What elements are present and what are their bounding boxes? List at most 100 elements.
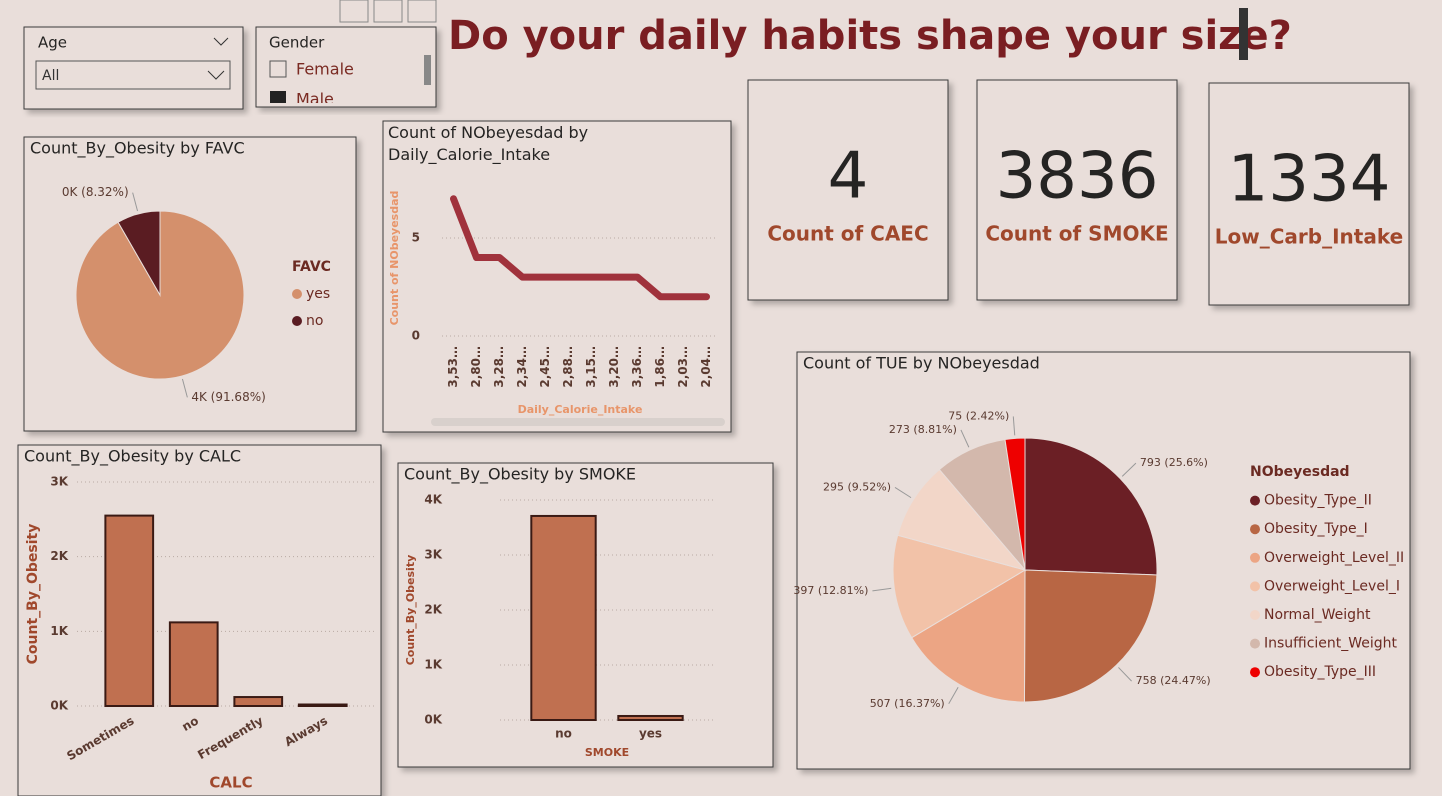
bar <box>530 514 597 722</box>
chart-title: Count_By_Obesity by CALC <box>24 447 241 467</box>
y-tick-label: 3K <box>424 548 442 562</box>
y-tick-label: 2K <box>50 549 68 563</box>
data-label: 273 (8.81%) <box>889 423 957 436</box>
page-title: Do your daily habits shape your size? <box>448 13 1292 59</box>
focus-icon[interactable] <box>373 0 403 23</box>
leader-line <box>948 687 959 705</box>
x-tick-label: 1,86… <box>653 346 667 388</box>
x-tick-label: 3,20… <box>607 346 621 388</box>
leader-line <box>1012 416 1016 436</box>
data-label: 75 (2.42%) <box>948 409 1009 422</box>
chart-panel <box>17 444 382 796</box>
y-axis-title: Count_By_Obesity <box>25 524 41 665</box>
x-axis-title: Daily_Calorie_Intake <box>518 403 643 416</box>
bar <box>104 514 155 707</box>
legend-label: yes <box>306 286 330 302</box>
legend-swatch <box>1250 638 1260 649</box>
age-slicer[interactable] <box>23 26 244 110</box>
legend-label: Overweight_Level_II <box>1264 550 1404 566</box>
chart-title-box: Count of NObeyesdad by Daily_Calorie_Int… <box>388 123 589 164</box>
legend-swatch <box>1250 552 1260 563</box>
legend-label: Obesity_Type_I <box>1264 521 1368 537</box>
bar <box>297 703 348 707</box>
kpi-card <box>1208 82 1410 306</box>
checkbox[interactable] <box>269 60 287 78</box>
data-label: 4K (91.68%) <box>191 390 265 404</box>
kpi-card <box>747 79 949 301</box>
chevron <box>207 70 225 80</box>
kpi-label: Count of SMOKE <box>985 222 1168 246</box>
y-tick-label: 1K <box>424 658 442 672</box>
kpi-label: Count of CAEC <box>767 222 928 246</box>
kpi-value: 4 <box>828 140 869 214</box>
chart-title: Count of NObeyesdad by Daily_Calorie_Int… <box>388 123 589 164</box>
x-axis-title: SMOKE <box>585 746 629 759</box>
y-tick-label: 4K <box>424 493 442 507</box>
slicer-label: Gender <box>269 34 325 52</box>
cursor-bar <box>1239 8 1248 60</box>
leader-line <box>894 487 912 499</box>
x-tick-label: 2,88… <box>561 346 575 388</box>
slicer-option[interactable]: Male <box>296 90 334 109</box>
x-tick-label: 3,28… <box>492 346 506 388</box>
y-tick-label: 0K <box>50 699 68 713</box>
leader-line <box>960 429 970 448</box>
pie-slice <box>1024 437 1158 576</box>
kpi-label: Low_Carb_Intake <box>1215 225 1403 249</box>
bar <box>233 696 284 707</box>
chevron <box>213 37 229 46</box>
dropdown[interactable] <box>35 60 231 90</box>
legend-title: NObeyesdad <box>1250 464 1350 480</box>
pie-slice <box>1023 569 1158 703</box>
data-label: 397 (12.81%) <box>793 584 868 597</box>
scrollbar <box>431 418 725 426</box>
legend-swatch <box>1250 524 1260 535</box>
leader-line <box>181 378 188 398</box>
y-tick-label: 0 <box>412 329 420 343</box>
line <box>450 195 710 301</box>
data-label: 295 (9.52%) <box>823 480 891 493</box>
chart-title: Count_By_Obesity by FAVC <box>30 139 245 159</box>
leader-line <box>872 587 892 592</box>
leader-line <box>1118 667 1132 682</box>
bar <box>168 621 219 708</box>
x-tick-label: 3,15… <box>584 346 598 388</box>
leader-line <box>1121 462 1137 477</box>
slicer-option[interactable]: Female <box>296 60 354 79</box>
legend-swatch <box>292 289 302 299</box>
y-tick-label: 5 <box>412 230 420 244</box>
data-label: 0K (8.32%) <box>62 185 129 199</box>
option-row: Male <box>270 90 334 109</box>
kpi-value: 3836 <box>996 140 1159 214</box>
scrollbar[interactable] <box>424 55 431 85</box>
data-label: 758 (24.47%) <box>1136 674 1211 687</box>
slicer-label: Age <box>38 34 67 52</box>
pie-slice <box>117 210 161 297</box>
legend-swatch <box>1250 610 1260 620</box>
y-axis-title: Count of NObeyesdad <box>388 191 401 326</box>
y-axis-title: Count_By_Obesity <box>404 555 417 666</box>
pie-slice <box>1004 437 1026 571</box>
x-tick-label: no <box>555 727 572 741</box>
y-tick-label: 2K <box>424 603 442 617</box>
legend-label: Obesity_Type_II <box>1264 493 1372 509</box>
legend-label: Obesity_Type_III <box>1264 664 1376 680</box>
data-label: 507 (16.37%) <box>870 697 945 710</box>
legend-swatch <box>1250 667 1260 678</box>
more-icon[interactable] <box>407 0 437 23</box>
chart-title: Count of TUE by NObeyesdad <box>803 354 1040 373</box>
filter-icon[interactable] <box>339 0 369 23</box>
pie-slice <box>910 569 1026 703</box>
bar <box>617 714 684 721</box>
chart-title: Count_By_Obesity by SMOKE <box>404 465 636 485</box>
leader-line <box>132 192 139 212</box>
kpi-value: 1334 <box>1228 143 1391 217</box>
x-tick-label: yes <box>639 727 662 741</box>
x-tick-label: 2,80… <box>469 346 483 388</box>
checkbox[interactable] <box>270 91 286 107</box>
legend-swatch <box>292 316 302 326</box>
pie-slice <box>892 534 1027 639</box>
x-tick-label: 3,53… <box>446 346 460 388</box>
data-label: 793 (25.6%) <box>1140 456 1208 469</box>
legend-label: Normal_Weight <box>1264 607 1371 623</box>
